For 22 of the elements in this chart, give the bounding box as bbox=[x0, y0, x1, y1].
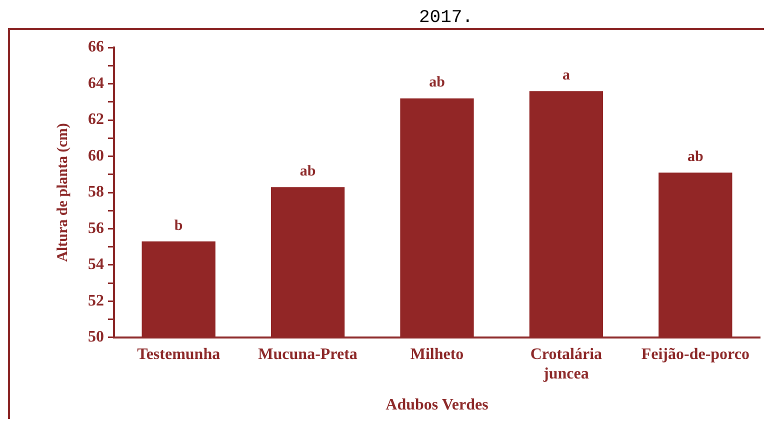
y-tick-label: 64 bbox=[88, 74, 104, 92]
y-tick-label: 52 bbox=[88, 292, 104, 310]
y-tick-label: 56 bbox=[88, 220, 104, 237]
annotation: a bbox=[562, 67, 570, 84]
x-tick-label: Feijão-de-porco bbox=[641, 346, 750, 364]
x-tick-label: Crotalária juncea bbox=[530, 346, 602, 382]
y-tick-label: 60 bbox=[88, 147, 104, 164]
y-tick-label: 62 bbox=[88, 111, 104, 128]
annotation: ab bbox=[687, 148, 704, 165]
text: 2017. bbox=[418, 8, 474, 28]
y-tick-label: 58 bbox=[88, 184, 104, 201]
annotation: b bbox=[174, 218, 183, 234]
y-axis-title: Altura de planta (cm) bbox=[54, 123, 71, 262]
annotation: ab bbox=[429, 74, 445, 91]
x-axis-title: Adubos Verdes bbox=[386, 396, 488, 414]
x-tick-label: Testemunha bbox=[137, 346, 220, 364]
y-tick-label: 54 bbox=[88, 256, 104, 274]
x-tick-label: Milheto bbox=[410, 346, 464, 364]
y-tick-label: 50 bbox=[88, 328, 104, 346]
x-tick-label: Mucuna-Preta bbox=[258, 346, 358, 364]
annotation: ab bbox=[300, 163, 316, 180]
y-tick-label: 66 bbox=[88, 38, 104, 56]
